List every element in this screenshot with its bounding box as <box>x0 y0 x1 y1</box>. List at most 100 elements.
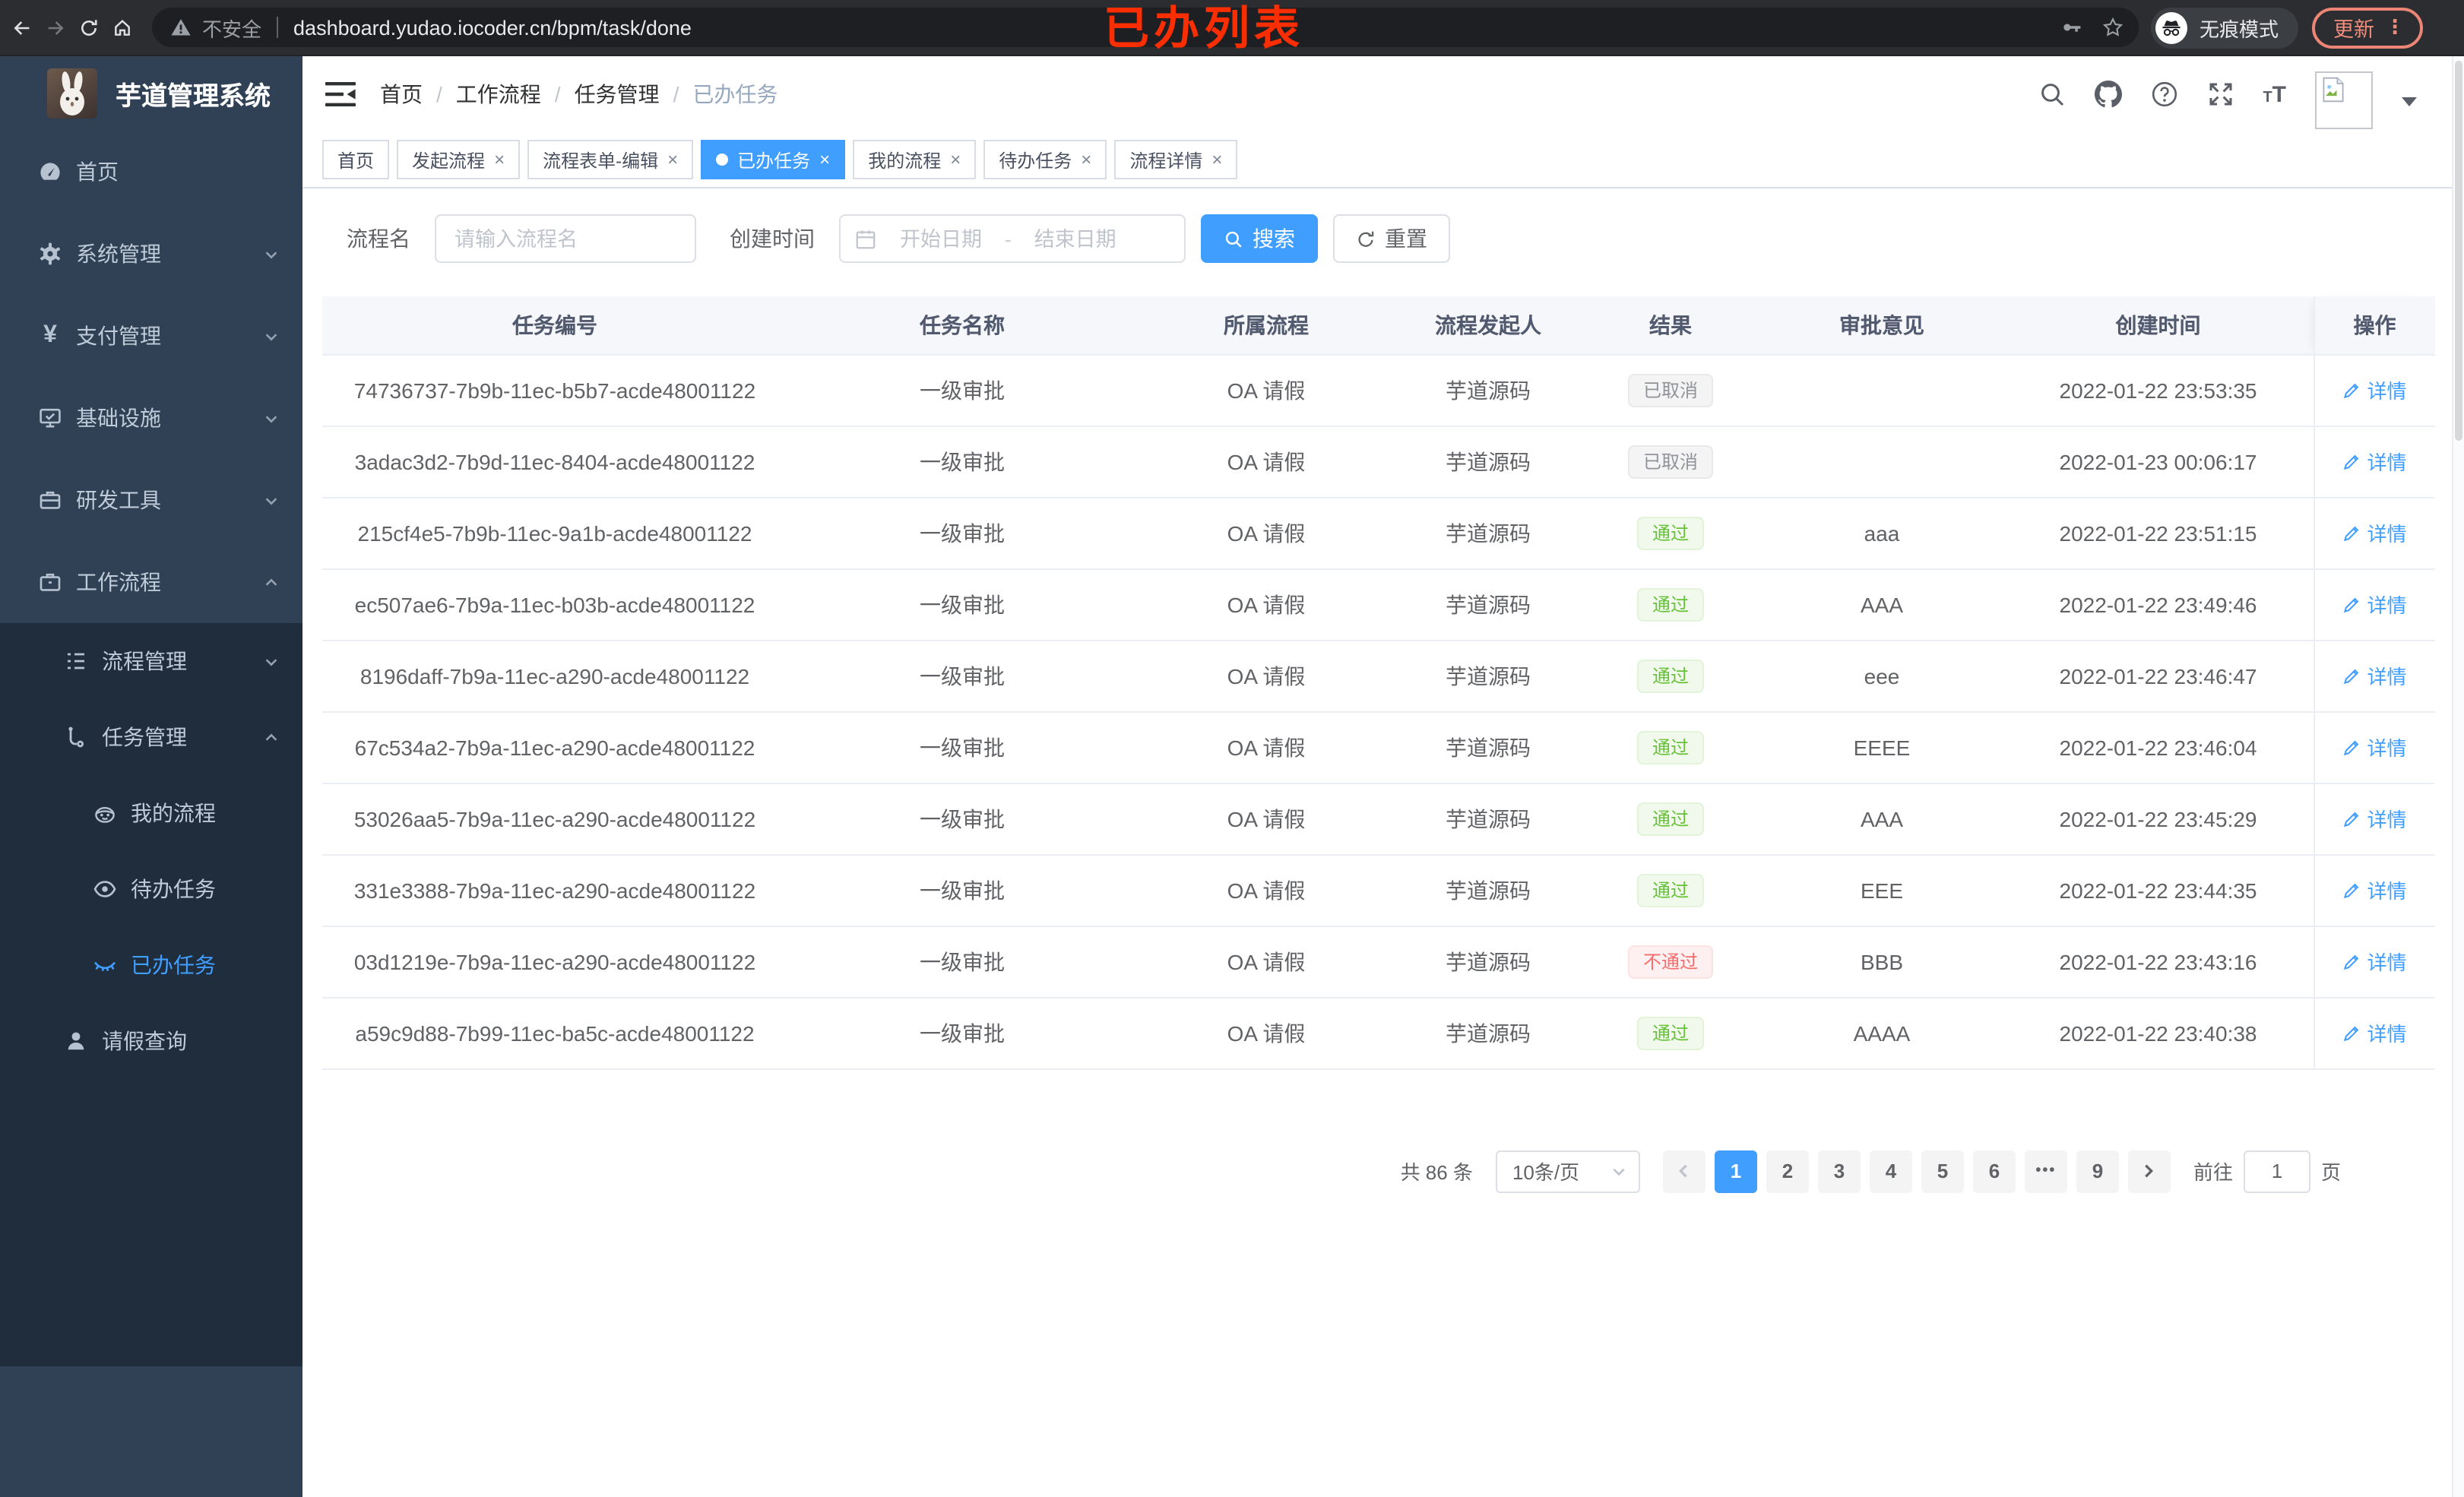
reload-icon[interactable] <box>79 17 99 37</box>
process-name-input[interactable] <box>435 214 696 263</box>
avatar[interactable] <box>2315 71 2373 129</box>
sidebar-item-todo-tasks[interactable]: 待办任务 <box>0 851 302 927</box>
cell-created-time: 2022-01-22 23:40:38 <box>2003 997 2314 1069</box>
user-menu-caret-icon[interactable] <box>2402 97 2417 106</box>
cell-created-time: 2022-01-22 23:53:35 <box>2003 354 2314 426</box>
start-date-input[interactable] <box>883 226 999 252</box>
cell-starter: 芋道源码 <box>1395 854 1581 926</box>
bookmark-star-icon[interactable] <box>2102 17 2124 38</box>
detail-link[interactable]: 详情 <box>2342 947 2407 976</box>
cell-task-name: 一级审批 <box>787 426 1137 498</box>
sidebar-item-my-process[interactable]: 我的流程 <box>0 775 302 851</box>
sidebar-item-dev-tools[interactable]: 研发工具 <box>0 459 302 541</box>
sidebar-item-done-tasks[interactable]: 已办任务 <box>0 927 302 1003</box>
detail-link[interactable]: 详情 <box>2342 733 2407 761</box>
sidebar-item-home[interactable]: 首页 <box>0 131 302 213</box>
detail-link[interactable]: 详情 <box>2342 447 2407 476</box>
detail-link[interactable]: 详情 <box>2342 875 2407 904</box>
scrollbar-thumb[interactable] <box>2455 61 2462 441</box>
fullscreen-icon[interactable] <box>2206 81 2234 108</box>
search-icon <box>1225 230 1242 247</box>
detail-link[interactable]: 详情 <box>2342 804 2407 833</box>
tab-home[interactable]: 首页 <box>322 140 390 179</box>
page-button-3[interactable]: 3 <box>1817 1150 1861 1192</box>
pencil-icon <box>2344 811 2359 827</box>
page-scrollbar[interactable] <box>2452 56 2464 1497</box>
page-button-2[interactable]: 2 <box>1766 1150 1809 1192</box>
table-row: a59c9d88-7b99-11ec-ba5c-acde48001122 一级审… <box>322 997 2435 1069</box>
github-icon[interactable] <box>2094 81 2122 108</box>
help-icon[interactable] <box>2150 81 2177 108</box>
breadcrumb-workflow[interactable]: 工作流程 <box>455 82 541 106</box>
sidebar-item-system[interactable]: 系统管理 <box>0 213 302 295</box>
tab-todo-tasks[interactable]: 待办任务 × <box>983 140 1107 179</box>
cell-task-id: 53026aa5-7b9a-11ec-a290-acde48001122 <box>322 783 787 855</box>
page-button-4[interactable]: 4 <box>1869 1150 1912 1192</box>
close-icon[interactable]: × <box>1081 149 1092 170</box>
cell-opinion: BBB <box>1760 926 2003 998</box>
cell-opinion: EEEE <box>1760 711 2003 783</box>
tree-list-icon <box>62 647 90 675</box>
omnibox-divider <box>277 17 279 38</box>
cell-process: OA 请假 <box>1137 926 1395 998</box>
sidebar-item-payment[interactable]: ¥ 支付管理 <box>0 295 302 377</box>
page-button-5[interactable]: 5 <box>1921 1150 1964 1192</box>
update-button[interactable]: 更新 ⋮ <box>2312 7 2424 48</box>
close-icon[interactable]: × <box>494 149 505 170</box>
detail-link[interactable]: 详情 <box>2342 590 2407 619</box>
topbar-actions: TT <box>2038 56 2417 132</box>
reset-button[interactable]: 重置 <box>1333 214 1450 263</box>
detail-link[interactable]: 详情 <box>2342 1018 2407 1047</box>
sidebar-item-process-management[interactable]: 流程管理 <box>0 623 302 699</box>
forward-icon[interactable] <box>46 17 65 37</box>
back-icon[interactable] <box>12 17 32 37</box>
cell-process: OA 请假 <box>1137 426 1395 498</box>
user-icon <box>62 1027 90 1055</box>
table-row: 53026aa5-7b9a-11ec-a290-acde48001122 一级审… <box>322 783 2435 855</box>
pagination: 共 86 条 10条/页 1 2 3 4 5 6 ••• 9 <box>302 1150 2341 1192</box>
pencil-icon <box>2344 1025 2359 1041</box>
sidebar-collapse-icon[interactable] <box>325 81 356 108</box>
browser-menu-dots-icon[interactable]: ⋮ <box>2385 15 2407 38</box>
app-logo-row[interactable]: 芋道管理系统 <box>0 56 302 131</box>
tab-form-edit[interactable]: 流程表单-编辑 × <box>527 140 694 179</box>
end-date-input[interactable] <box>1017 226 1133 252</box>
detail-link[interactable]: 详情 <box>2342 518 2407 547</box>
browser-address-bar[interactable]: 不安全 dashboard.yudao.iocoder.cn/bpm/task/… <box>152 8 2139 47</box>
cell-task-name: 一级审批 <box>787 926 1137 998</box>
prev-page-button[interactable] <box>1662 1150 1705 1192</box>
page-button-9[interactable]: 9 <box>2076 1150 2119 1192</box>
result-badge: 已取消 <box>1627 373 1713 407</box>
page-size-select[interactable]: 10条/页 <box>1495 1150 1640 1192</box>
sidebar-item-leave-query[interactable]: 请假查询 <box>0 1003 302 1079</box>
page-button-1[interactable]: 1 <box>1714 1150 1757 1192</box>
cell-created-time: 2022-01-22 23:43:16 <box>2003 926 2314 998</box>
breadcrumb-task-management[interactable]: 任务管理 <box>574 82 660 106</box>
tab-done-tasks[interactable]: 已办任务 × <box>701 140 846 179</box>
next-page-button[interactable] <box>2127 1150 2171 1192</box>
search-button[interactable]: 搜索 <box>1201 214 1318 263</box>
calendar-icon <box>856 229 876 248</box>
font-size-icon[interactable]: TT <box>2263 81 2286 107</box>
date-range-picker[interactable]: - <box>839 214 1186 263</box>
breadcrumb-home[interactable]: 首页 <box>380 82 423 106</box>
home-icon[interactable] <box>112 17 132 37</box>
tab-my-process[interactable]: 我的流程 × <box>853 140 977 179</box>
page-button-6[interactable]: 6 <box>1972 1150 2016 1192</box>
close-icon[interactable]: × <box>667 149 679 170</box>
tab-start-process[interactable]: 发起流程 × <box>397 140 521 179</box>
sidebar-item-task-management[interactable]: 任务管理 <box>0 699 302 775</box>
tab-process-detail[interactable]: 流程详情 × <box>1114 140 1238 179</box>
incognito-badge: 无痕模式 <box>2151 7 2299 48</box>
search-icon[interactable] <box>2038 81 2065 108</box>
goto-page-input[interactable] <box>2243 1150 2310 1192</box>
sidebar-item-infrastructure[interactable]: 基础设施 <box>0 377 302 459</box>
detail-link[interactable]: 详情 <box>2342 375 2407 404</box>
detail-link[interactable]: 详情 <box>2342 661 2407 690</box>
close-icon[interactable]: × <box>1211 149 1223 170</box>
close-icon[interactable]: × <box>819 149 831 170</box>
more-pages-button[interactable]: ••• <box>2024 1150 2067 1192</box>
close-icon[interactable]: × <box>950 149 961 170</box>
sidebar-item-workflow[interactable]: 工作流程 <box>0 541 302 623</box>
password-key-icon[interactable] <box>2061 17 2082 38</box>
